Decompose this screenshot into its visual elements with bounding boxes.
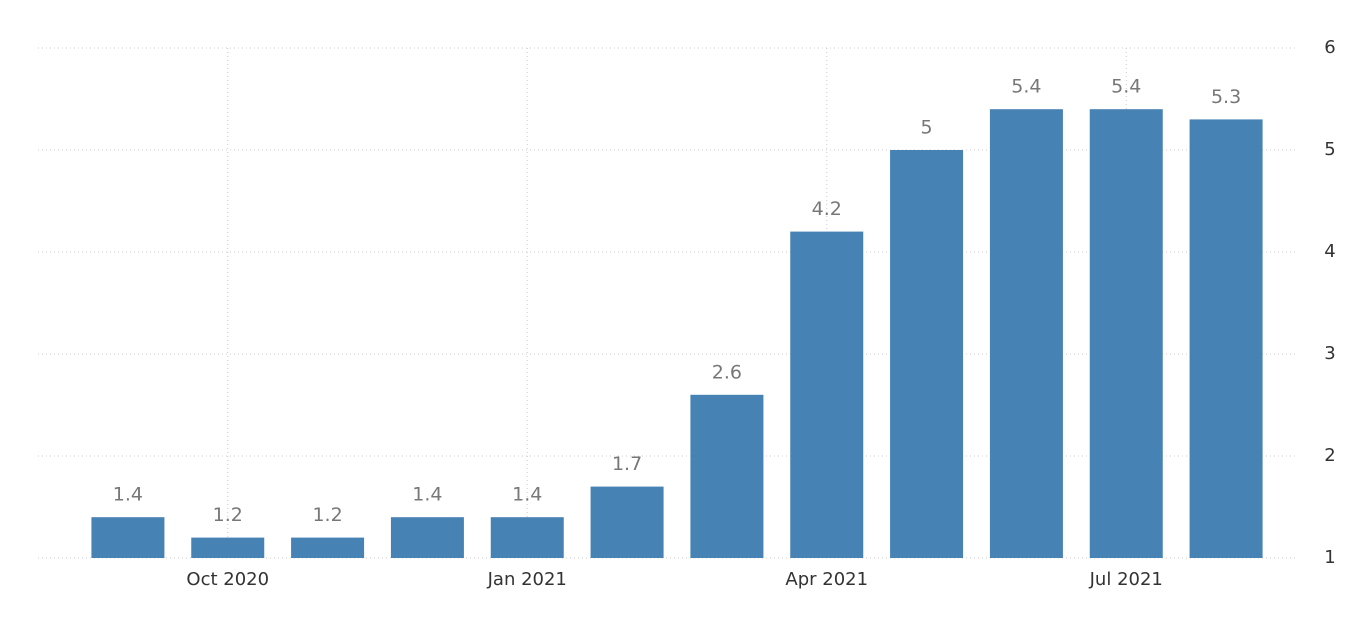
bar	[989, 109, 1063, 558]
bar	[690, 394, 764, 558]
value-label: 5.4	[1111, 76, 1141, 98]
value-label: 4.2	[812, 198, 842, 220]
x-tick-label: Apr 2021	[785, 569, 868, 590]
value-label: 1.2	[312, 504, 342, 526]
y-tick-label: 6	[1324, 37, 1335, 58]
value-label: 1.4	[412, 484, 442, 506]
bar	[291, 537, 365, 558]
value-label: 1.4	[113, 484, 143, 506]
bar	[590, 486, 664, 558]
bar	[191, 537, 265, 558]
value-label: 2.6	[712, 361, 742, 383]
x-tick-label: Jan 2021	[487, 569, 567, 590]
value-label: 5	[921, 117, 933, 139]
bar	[390, 517, 464, 558]
y-tick-label: 4	[1324, 241, 1335, 262]
value-label: 1.4	[512, 484, 542, 506]
bar	[790, 231, 864, 558]
bar	[91, 517, 165, 558]
x-tick-label: Jul 2021	[1089, 569, 1163, 590]
value-label: 1.7	[612, 453, 642, 475]
bar	[490, 517, 564, 558]
x-tick-label: Oct 2020	[186, 569, 269, 590]
bar	[1189, 119, 1263, 559]
y-tick-label: 5	[1324, 139, 1335, 160]
bar	[890, 150, 964, 558]
value-label: 5.3	[1211, 86, 1241, 108]
bar	[1089, 109, 1163, 558]
y-tick-label: 3	[1324, 343, 1335, 364]
value-label: 5.4	[1011, 76, 1041, 98]
y-tick-label: 1	[1324, 547, 1335, 568]
y-tick-label: 2	[1324, 445, 1335, 466]
value-label: 1.2	[213, 504, 243, 526]
